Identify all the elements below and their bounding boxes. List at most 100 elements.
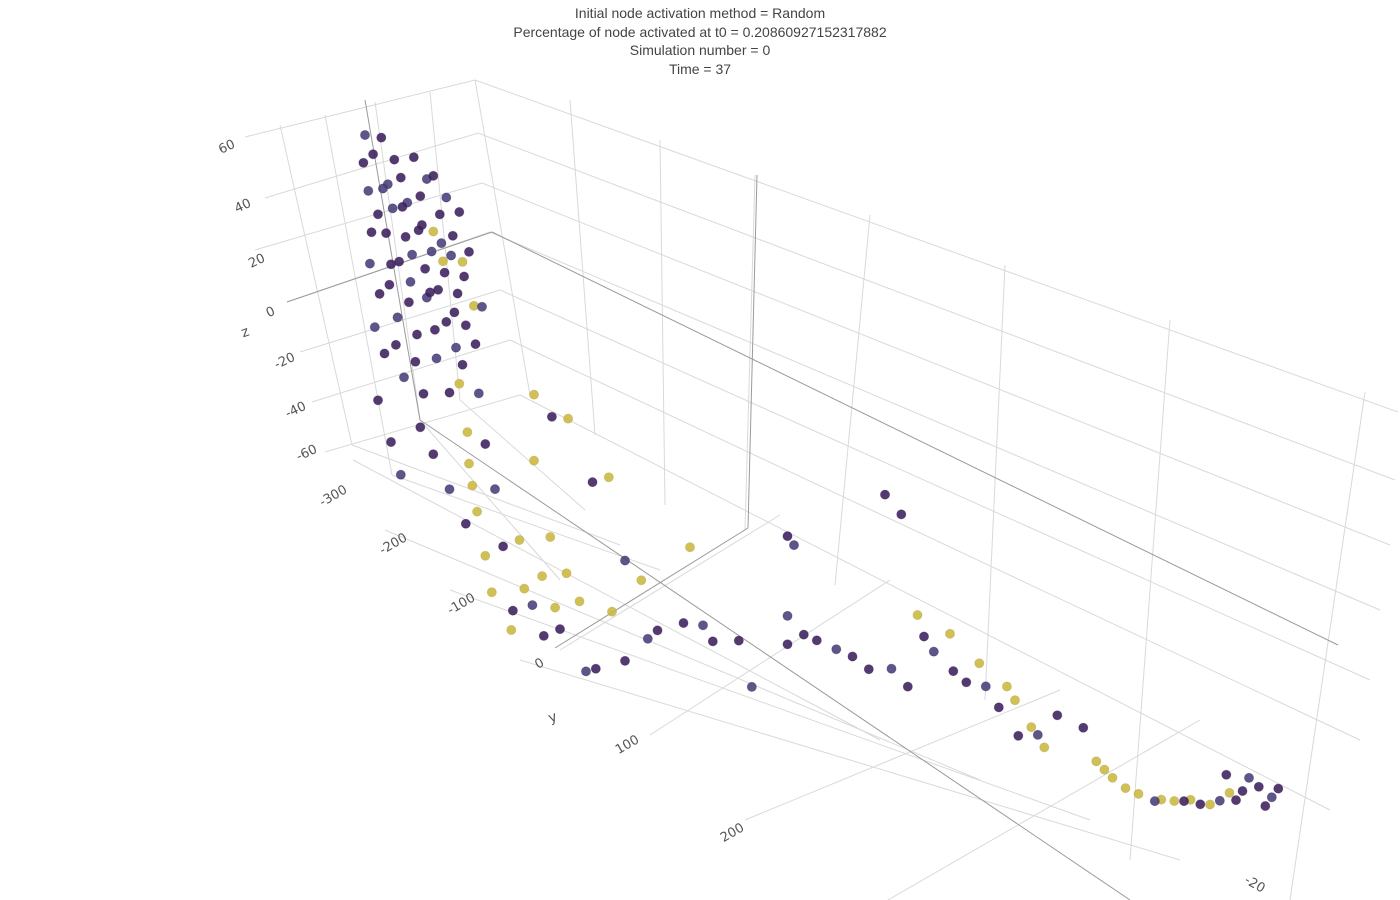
inactive-node-point: [590, 663, 601, 674]
inactive-node-point: [919, 631, 930, 642]
y-tick-label: -300: [317, 482, 350, 510]
inactive-node-point: [397, 201, 408, 212]
inactive-node-point: [377, 183, 388, 194]
active-node-point: [486, 587, 497, 598]
inactive-node-point: [429, 324, 440, 335]
grid-line: [1289, 391, 1366, 900]
y-tick-label: -200: [377, 530, 410, 558]
inactive-node-point: [928, 646, 939, 657]
inactive-node-point: [1195, 799, 1206, 810]
grid-line: [659, 139, 666, 506]
inactive-node-point: [385, 436, 396, 447]
inactive-node-point: [385, 259, 396, 270]
active-node-point: [545, 532, 556, 543]
inactive-node-point: [408, 152, 419, 163]
inactive-node-point: [441, 192, 452, 203]
inactive-node-point: [411, 329, 422, 340]
y-tick-label: 200: [718, 820, 747, 845]
active-node-point: [1120, 783, 1131, 794]
inactive-node-point: [444, 387, 455, 398]
inactive-node-point: [415, 422, 426, 433]
inactive-node-point: [1013, 730, 1024, 741]
inactive-node-point: [454, 206, 465, 217]
inactive-node-point: [948, 666, 959, 677]
grid-line: [887, 719, 1201, 900]
inactive-node-point: [961, 677, 972, 688]
axis-line: [419, 419, 1131, 900]
inactive-node-point: [450, 342, 461, 353]
active-node-point: [519, 583, 530, 594]
grid-line: [279, 124, 353, 446]
active-node-point: [574, 596, 585, 607]
inactive-node-point: [1179, 796, 1190, 807]
inactive-node-point: [527, 600, 538, 611]
inactive-node-point: [379, 348, 390, 359]
inactive-node-point: [368, 149, 379, 160]
title-line-time: Time = 37: [668, 60, 732, 77]
active-node-point: [945, 628, 956, 639]
inactive-node-point: [1260, 801, 1271, 812]
inactive-node-point: [678, 618, 689, 629]
active-node-point: [1224, 787, 1235, 798]
title-line-method: Initial node activation method = Random: [574, 5, 826, 21]
active-node-point: [463, 458, 474, 469]
axis-lines: [286, 99, 1339, 900]
inactive-node-point: [847, 651, 858, 662]
inactive-node-point: [390, 339, 401, 350]
grid-line: [384, 529, 981, 781]
grid-line: [984, 264, 1006, 701]
inactive-node-point: [405, 276, 416, 287]
inactive-node-point: [507, 605, 518, 616]
inactive-node-point: [1078, 722, 1089, 733]
grid-line: [264, 132, 479, 199]
inactive-node-point: [880, 489, 891, 500]
inactive-node-point: [1032, 729, 1043, 740]
inactive-node-point: [363, 185, 374, 196]
x-tick-label: -20: [1242, 873, 1268, 897]
active-node-point: [529, 455, 540, 466]
inactive-node-point: [782, 639, 793, 650]
inactive-node-point: [431, 353, 442, 364]
inactive-node-point: [410, 356, 421, 367]
grid-line: [474, 79, 1399, 413]
title-line-simulation: Simulation number = 0: [629, 42, 771, 58]
inactive-node-point: [415, 191, 426, 202]
active-node-point: [974, 658, 985, 669]
inactive-node-point: [424, 287, 435, 298]
active-node-point: [607, 606, 618, 617]
z-tick-label: 60: [216, 137, 237, 158]
grid-line: [244, 79, 476, 138]
inactive-node-point: [460, 518, 471, 529]
inactive-node-point: [420, 263, 431, 274]
inactive-node-point: [831, 644, 842, 655]
grid-line: [477, 132, 1396, 481]
grid-line: [834, 214, 871, 586]
grid-line: [352, 459, 881, 741]
active-node-point: [454, 378, 465, 389]
inactive-node-point: [798, 629, 809, 640]
active-node-point: [1010, 695, 1021, 706]
inactive-node-point: [642, 633, 653, 644]
y-tick-label: -100: [445, 590, 478, 618]
active-node-point: [506, 625, 517, 636]
inactive-node-point: [434, 209, 445, 220]
active-node-point: [561, 568, 572, 579]
axis-line: [554, 527, 749, 649]
active-node-point: [472, 506, 483, 517]
inactive-node-point: [381, 228, 392, 239]
inactive-node-point: [369, 322, 380, 333]
inactive-node-point: [498, 541, 509, 552]
inactive-node-point: [480, 438, 491, 449]
inactive-node-point: [392, 312, 403, 323]
inactive-node-point: [463, 246, 474, 257]
inactive-node-point: [366, 227, 377, 238]
inactive-node-point: [581, 666, 592, 677]
grid-line: [324, 114, 393, 476]
inactive-node-point: [447, 230, 458, 241]
z-axis-title: z: [239, 324, 251, 342]
inactive-node-point: [384, 279, 395, 290]
inactive-node-point: [452, 288, 463, 299]
inactive-node-point: [620, 655, 631, 666]
